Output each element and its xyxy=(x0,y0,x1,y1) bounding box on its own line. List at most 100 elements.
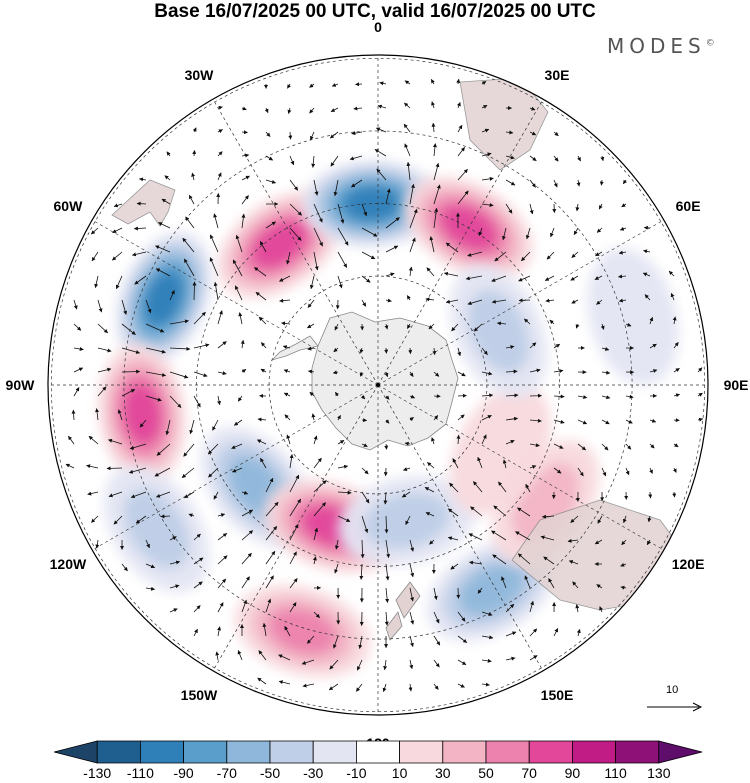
wind-vector xyxy=(385,419,390,424)
colorbar-tick-label: 110 xyxy=(604,765,627,781)
wind-vector xyxy=(359,347,364,354)
wind-vector xyxy=(649,467,653,474)
colorbar-tick-label: 10 xyxy=(391,765,408,781)
wind-vector xyxy=(473,481,483,493)
wind-vector xyxy=(241,530,254,541)
wind-vector xyxy=(521,251,531,262)
wind-vector xyxy=(283,392,291,397)
wind-vector xyxy=(625,419,633,424)
wind-vector xyxy=(457,393,467,398)
colorbar-swatch xyxy=(226,740,271,764)
wind-vector xyxy=(477,456,483,469)
wind-vector xyxy=(335,391,340,397)
wind-vector xyxy=(493,505,507,517)
colorbar-tick-label: -90 xyxy=(173,765,194,781)
wind-vector xyxy=(481,104,488,109)
wind-vector xyxy=(601,370,611,375)
wind-vector xyxy=(169,319,189,325)
wind-vector xyxy=(259,241,267,253)
wind-vector xyxy=(620,562,627,567)
wind-vector xyxy=(161,198,171,205)
wind-vector xyxy=(183,258,195,277)
wind-vector xyxy=(360,395,366,400)
wind-vector xyxy=(217,578,227,589)
wind-vector xyxy=(570,275,579,281)
wind-vector xyxy=(431,101,435,109)
colorbar-swatch xyxy=(312,740,357,764)
wind-vector xyxy=(337,414,341,421)
wind-vector xyxy=(600,323,605,330)
wind-vector xyxy=(409,208,418,229)
wind-vector xyxy=(169,371,189,379)
wind-vector xyxy=(525,483,531,493)
wind-vector xyxy=(301,659,315,665)
wind-vector xyxy=(139,177,147,182)
wind-vector xyxy=(337,227,349,246)
wind-vector xyxy=(313,203,323,223)
wind-vector xyxy=(430,79,435,85)
wind-vector xyxy=(577,443,587,451)
wind-vector xyxy=(241,509,254,517)
colorbar-swatch xyxy=(442,740,487,764)
wind-vector xyxy=(73,367,84,373)
wind-vector xyxy=(313,457,322,469)
wind-vector xyxy=(481,347,488,356)
wind-vector xyxy=(406,323,411,329)
wind-vector xyxy=(330,155,339,167)
wind-vector xyxy=(217,105,223,110)
wind-vector xyxy=(209,234,219,253)
pole-marker xyxy=(376,383,380,387)
wind-vector xyxy=(404,441,411,446)
wind-vector xyxy=(649,316,654,325)
wind-vector xyxy=(309,107,315,114)
anomaly-center xyxy=(103,465,210,593)
wind-vector xyxy=(481,80,487,85)
anomaly-center xyxy=(337,475,476,566)
wind-vector xyxy=(672,491,677,498)
wind-vector xyxy=(353,106,363,111)
colorbar-swatch xyxy=(572,740,616,764)
wind-vector xyxy=(287,107,292,115)
wind-vector xyxy=(333,347,339,353)
wind-vector xyxy=(432,143,437,157)
wind-vector xyxy=(217,395,221,406)
wind-vector xyxy=(649,418,657,423)
wind-vector xyxy=(113,203,123,208)
wind-vector xyxy=(553,467,562,474)
wind-vector xyxy=(309,83,315,88)
wind-vector xyxy=(553,419,565,424)
wind-vector xyxy=(426,267,435,277)
wind-vector xyxy=(337,490,352,495)
wind-vector xyxy=(599,606,603,613)
wind-vector xyxy=(169,608,178,613)
wind-vector xyxy=(572,581,579,589)
wind-vector xyxy=(145,299,152,314)
wind-vector xyxy=(541,514,555,519)
wind-vector xyxy=(312,556,317,565)
wind-vector xyxy=(133,226,147,231)
wind-vector xyxy=(351,179,363,188)
wind-vector xyxy=(457,659,467,666)
wind-vector xyxy=(433,659,440,668)
wind-vector xyxy=(217,129,223,133)
wind-vector xyxy=(155,245,171,253)
wind-vector xyxy=(213,491,219,500)
wind-vector xyxy=(241,552,252,565)
wind-vector xyxy=(234,285,243,301)
wind-vector xyxy=(457,414,465,421)
wind-vector xyxy=(289,578,298,589)
wind-vector xyxy=(575,323,580,329)
wind-vector xyxy=(262,622,267,637)
wind-vector xyxy=(599,179,604,186)
wind-vector xyxy=(644,294,651,301)
wind-vector xyxy=(406,295,411,301)
wind-vector xyxy=(241,369,247,374)
wind-vector xyxy=(191,172,196,181)
wind-vector xyxy=(469,560,483,565)
wind-vector xyxy=(596,584,603,589)
wind-vector xyxy=(456,78,461,85)
wind-vector xyxy=(136,201,147,206)
wind-vector xyxy=(477,587,483,594)
wind-vector xyxy=(145,371,167,377)
colorbar-tick-label: 70 xyxy=(521,765,537,781)
